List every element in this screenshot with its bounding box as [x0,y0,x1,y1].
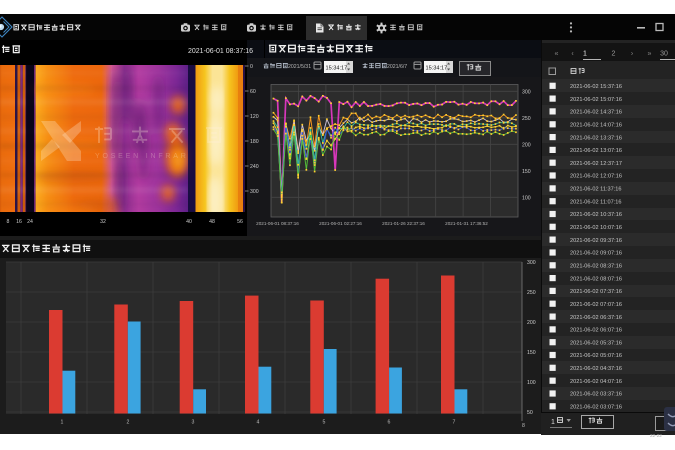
svg-text:2021-06-02 03:07:16: 2021-06-02 03:07:16 [570,405,622,411]
svg-text:2021-06-02 04:37:16: 2021-06-02 04:37:16 [570,366,622,372]
svg-text:2: 2 [127,420,130,426]
svg-text:100: 100 [527,380,536,386]
svg-text:2021-06-02 08:07:16: 2021-06-02 08:07:16 [570,276,622,282]
svg-text:32: 32 [100,219,106,225]
svg-text:56: 56 [237,219,243,225]
svg-text:YOSEEN INFRAR: YOSEEN INFRAR [95,153,189,160]
svg-text:2021-06-02 15:37:16: 2021-06-02 15:37:16 [570,84,622,90]
svg-text:2021-06-02 09:07:16: 2021-06-02 09:07:16 [570,251,622,257]
svg-text:2021-06-01 02:27:16: 2021-06-01 02:27:16 [319,221,362,226]
svg-text:50: 50 [527,410,533,416]
svg-text:240: 240 [250,164,259,170]
svg-text:8: 8 [522,423,525,429]
svg-text:2021-06-02 05:07:16: 2021-06-02 05:07:16 [570,353,622,359]
svg-text:2021-01-31 17:36:52: 2021-01-31 17:36:52 [445,221,488,226]
svg-text:2021-06-02 12:37:17: 2021-06-02 12:37:17 [570,161,622,167]
svg-text:2021-06-02 07:07:16: 2021-06-02 07:07:16 [570,302,622,308]
svg-text:1: 1 [551,419,555,426]
svg-text:22-22: 22-22 [650,433,662,438]
svg-text:2021-06-02 13:07:16: 2021-06-02 13:07:16 [570,148,622,154]
svg-text:2021-06-02 11:37:16: 2021-06-02 11:37:16 [570,187,622,193]
svg-text:6: 6 [388,420,391,426]
svg-text:1: 1 [61,420,64,426]
svg-text:2021-06-02 10:37:16: 2021-06-02 10:37:16 [570,212,622,218]
svg-text:2021-06-02 11:07:16: 2021-06-02 11:07:16 [570,199,622,205]
svg-text:2021-06-01 08:37:16: 2021-06-01 08:37:16 [256,221,299,226]
svg-text:150: 150 [527,350,536,356]
svg-text:2021-06-02 03:37:16: 2021-06-02 03:37:16 [570,392,622,398]
svg-text:2021-06-02 14:37:16: 2021-06-02 14:37:16 [570,110,622,116]
svg-text:2021-06-02 07:37:16: 2021-06-02 07:37:16 [570,289,622,295]
svg-text:250: 250 [527,290,536,296]
svg-text:7: 7 [453,420,456,426]
svg-text:120: 120 [250,114,259,120]
svg-text:2: 2 [612,51,616,58]
svg-text:2021-06-02 08:37:16: 2021-06-02 08:37:16 [570,264,622,270]
svg-text:2021-06-02 09:37:16: 2021-06-02 09:37:16 [570,238,622,244]
svg-text:›: › [631,51,634,58]
svg-text:200: 200 [522,142,531,148]
svg-text:150: 150 [522,169,531,175]
svg-text:2021-06-02 10:07:16: 2021-06-02 10:07:16 [570,225,622,231]
svg-text:2021-06-02 05:37:16: 2021-06-02 05:37:16 [570,340,622,346]
svg-text:5: 5 [323,420,326,426]
svg-text:2021-06-02 04:07:16: 2021-06-02 04:07:16 [570,379,622,385]
svg-text:»: » [648,51,652,58]
svg-text:3: 3 [192,420,195,426]
svg-text:4: 4 [257,420,260,426]
svg-text:16: 16 [16,219,22,225]
svg-text:2021-06-02 15:07:16: 2021-06-02 15:07:16 [570,97,622,103]
svg-text:2021-01-26 22:37:16: 2021-01-26 22:37:16 [382,221,425,226]
svg-text:48: 48 [209,219,215,225]
svg-text:2021/5/31: 2021/5/31 [288,64,311,70]
svg-text:100: 100 [522,195,531,201]
svg-text:2021-06-02 13:37:16: 2021-06-02 13:37:16 [570,135,622,141]
svg-text:300: 300 [250,189,259,195]
svg-text:2021-06-02 06:37:16: 2021-06-02 06:37:16 [570,315,622,321]
svg-text:1: 1 [583,51,587,58]
svg-text:40: 40 [186,219,192,225]
svg-text:2021-06-02 14:07:16: 2021-06-02 14:07:16 [570,123,622,129]
svg-text:300: 300 [527,260,536,266]
svg-text:«: « [555,51,559,58]
svg-text:2021-06-02 06:07:16: 2021-06-02 06:07:16 [570,328,622,334]
svg-text:15:34:17: 15:34:17 [426,66,448,72]
svg-text:24: 24 [27,219,33,225]
svg-text:30: 30 [660,51,668,58]
svg-text:60: 60 [250,89,256,95]
svg-text:250: 250 [522,116,531,122]
svg-text:2021/6/7: 2021/6/7 [387,64,407,70]
svg-text:200: 200 [527,320,536,326]
svg-text:0: 0 [250,64,253,70]
svg-text:8: 8 [7,219,10,225]
svg-text:2021-06-01 08:37:16: 2021-06-01 08:37:16 [188,48,253,55]
svg-text:180: 180 [250,139,259,145]
svg-text:‹: ‹ [571,51,574,58]
svg-text:15:34:17: 15:34:17 [326,66,348,72]
svg-text:2021-06-02 12:07:16: 2021-06-02 12:07:16 [570,174,622,180]
svg-text:300: 300 [522,89,531,95]
